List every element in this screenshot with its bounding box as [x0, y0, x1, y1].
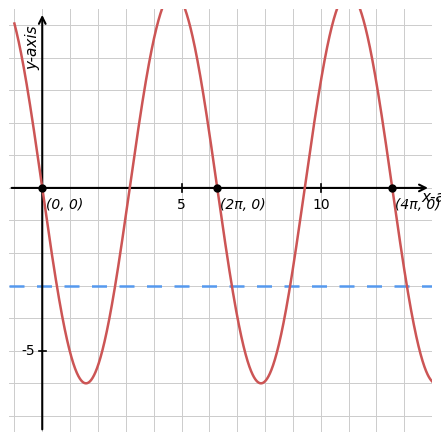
Text: 10: 10	[312, 198, 329, 212]
Text: (2π, 0): (2π, 0)	[220, 198, 265, 212]
Text: 5: 5	[177, 198, 186, 212]
Text: y-axis: y-axis	[25, 25, 40, 70]
Text: -5: -5	[22, 344, 35, 358]
Text: x-axis: x-axis	[421, 190, 441, 205]
Text: (0, 0): (0, 0)	[46, 198, 84, 212]
Text: (4π, 0): (4π, 0)	[395, 198, 441, 212]
